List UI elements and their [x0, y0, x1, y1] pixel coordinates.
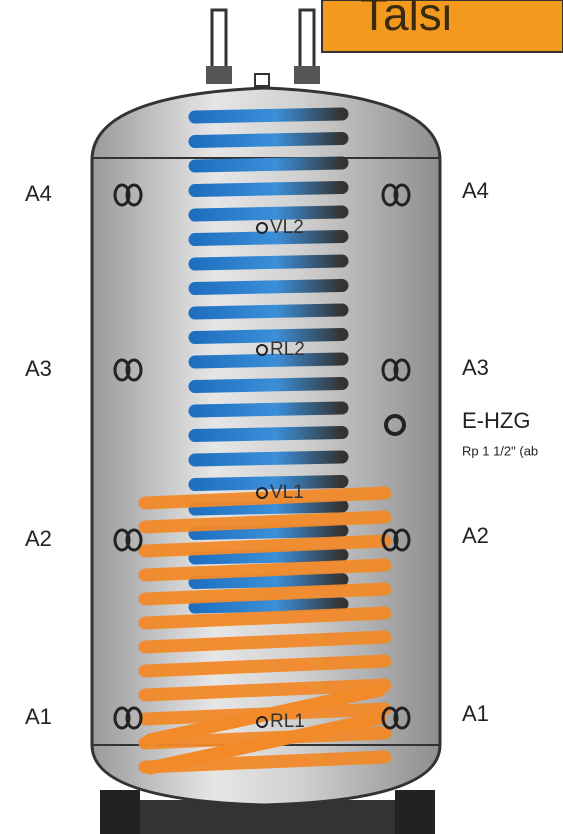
port-label: VL1 [270, 482, 304, 503]
fitting [254, 73, 270, 87]
blue-coil [188, 230, 349, 246]
orange-coil [138, 654, 392, 678]
blue-coil [188, 132, 349, 148]
ports: VL2 RL2 VL1 RL1 [256, 217, 305, 732]
connection [381, 358, 399, 382]
heater-label: E-HZG [462, 408, 530, 433]
blue-coil [188, 499, 349, 516]
blue-coil [188, 450, 349, 467]
orange-coil [138, 534, 392, 558]
right-label: A4 [462, 178, 489, 203]
port-marker [256, 344, 268, 356]
leg [395, 790, 435, 834]
blue-coil [188, 548, 349, 565]
connection [125, 528, 143, 552]
connection [393, 528, 411, 552]
blue-coil [188, 254, 349, 271]
connection [113, 183, 131, 207]
orange-coil [138, 606, 392, 630]
pipe [210, 8, 228, 74]
blue-coil [188, 597, 349, 614]
blue-coil [188, 573, 349, 589]
orange-coil [143, 683, 387, 747]
connection [393, 706, 411, 730]
port-marker [256, 716, 268, 728]
blue-coil [188, 401, 349, 418]
connection [125, 358, 143, 382]
blue-coil [188, 181, 349, 197]
orange-coil [138, 630, 392, 654]
blue-coil [188, 156, 349, 173]
logo-box [321, 0, 563, 53]
blue-coil [188, 352, 349, 369]
orange-coil [138, 678, 392, 702]
orange-coil [138, 510, 392, 534]
port-marker [256, 487, 268, 499]
left-label: A2 [25, 526, 52, 551]
blue-coil [188, 107, 349, 124]
port-marker [256, 222, 268, 234]
connection [381, 706, 399, 730]
connection [381, 528, 399, 552]
blue-coil [188, 426, 349, 442]
fitting [294, 66, 320, 84]
connection [125, 706, 143, 730]
blue-coil [188, 205, 349, 222]
port-label: RL1 [270, 711, 305, 732]
heater-thread: Rp 1 1/2" (ab [462, 443, 538, 458]
blue-coil [188, 377, 349, 393]
left-label: A1 [25, 704, 52, 729]
orange-coil [138, 582, 392, 606]
port-label: VL2 [270, 217, 304, 238]
orange-coil [143, 711, 387, 775]
connection [393, 183, 411, 207]
blue-coil [188, 279, 349, 295]
left-label: A4 [25, 181, 52, 206]
connections [113, 183, 411, 730]
connection [113, 358, 131, 382]
left-label: A3 [25, 356, 52, 381]
logo: Talsi [360, 0, 452, 40]
right-label: A3 [462, 355, 489, 380]
blue-coil [188, 328, 349, 344]
connection [125, 183, 143, 207]
connection [113, 706, 131, 730]
right-label: A2 [462, 523, 489, 548]
heater-port [384, 414, 406, 436]
blue-coil [188, 303, 349, 320]
orange-coil [138, 558, 392, 582]
port-label: RL2 [270, 339, 305, 360]
blue-coil [188, 475, 349, 491]
connection [381, 183, 399, 207]
pipe [298, 8, 316, 74]
connection [393, 358, 411, 382]
blue-coil [188, 524, 349, 540]
connection [113, 528, 131, 552]
coils [138, 107, 392, 775]
leg [100, 790, 140, 834]
right-label: A1 [462, 701, 489, 726]
fitting [206, 66, 232, 84]
